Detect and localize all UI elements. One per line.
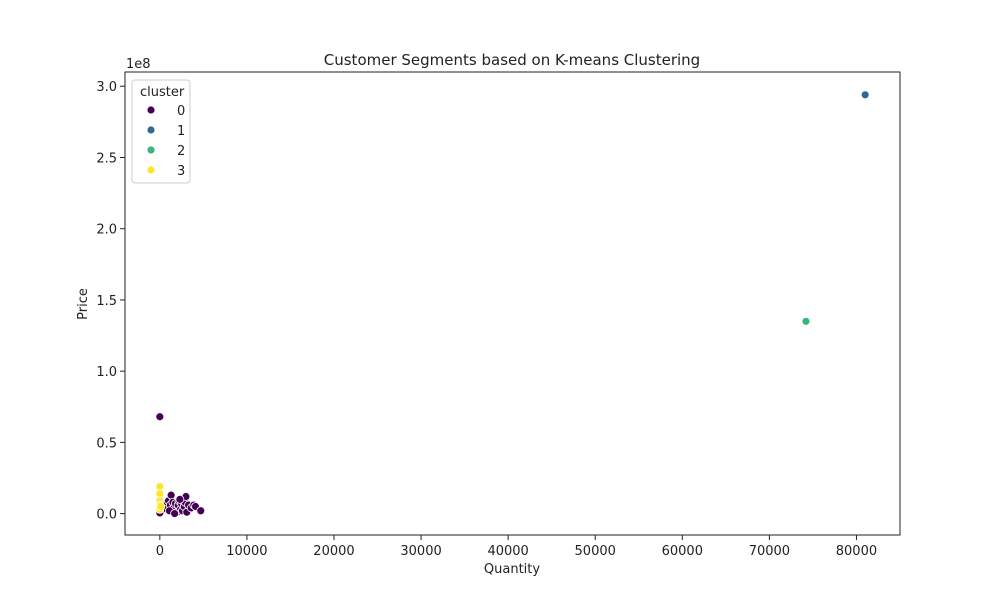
x-tick-label: 30000 [400, 544, 441, 559]
x-tick-label: 20000 [313, 544, 354, 559]
y-tick-label: 2.5 [96, 151, 117, 166]
y-tick-label: 1.0 [96, 365, 117, 380]
legend-marker-2 [146, 145, 156, 155]
y-tick-label: 2.0 [96, 223, 117, 238]
y-offset-label: 1e8 [126, 57, 151, 72]
x-tick-label: 80000 [836, 544, 877, 559]
y-axis-label: Price [76, 288, 91, 320]
y-tick-label: 0.5 [96, 436, 117, 451]
plot-area: 0 10000 20000 30000 40000 50000 60000 70000 8000… [96, 71, 901, 559]
y-tick-label: 1.5 [96, 294, 117, 309]
x-tick-label: 40000 [487, 544, 528, 559]
x-tick-label: 60000 [662, 544, 703, 559]
legend-marker-3 [146, 165, 156, 175]
x-tick-label: 70000 [749, 544, 790, 559]
y-tick-label: 3.0 [96, 80, 117, 95]
data-point-cluster-3 [156, 502, 166, 511]
data-point-cluster-2 [801, 316, 811, 326]
data-point-cluster-0 [166, 490, 176, 500]
legend-label-0: 0 [177, 104, 185, 119]
data-point-cluster-0 [170, 509, 180, 519]
y-tick-label: 0.0 [96, 508, 117, 523]
x-tick-label: 10000 [226, 544, 267, 559]
data-point-cluster-1 [860, 90, 870, 100]
x-axis-label: Quantity [484, 562, 540, 577]
legend-label-3: 3 [177, 164, 185, 179]
data-point-cluster-0 [175, 494, 185, 504]
legend-label-2: 2 [177, 144, 185, 159]
legend-label-1: 1 [177, 124, 185, 139]
chart-title: Customer Segments based on K-means Clust… [324, 51, 700, 69]
data-point-cluster-0 [155, 412, 165, 422]
data-point-cluster-0 [196, 506, 206, 516]
plot-frame [124, 71, 901, 536]
x-tick-label: 50000 [575, 544, 616, 559]
legend: cluster 0 1 2 3 [131, 79, 191, 184]
x-tick-label: 0 [156, 544, 164, 559]
legend-box [131, 79, 191, 184]
legend-marker-0 [146, 105, 156, 115]
legend-title: cluster [140, 85, 185, 100]
legend-marker-1 [146, 125, 156, 135]
